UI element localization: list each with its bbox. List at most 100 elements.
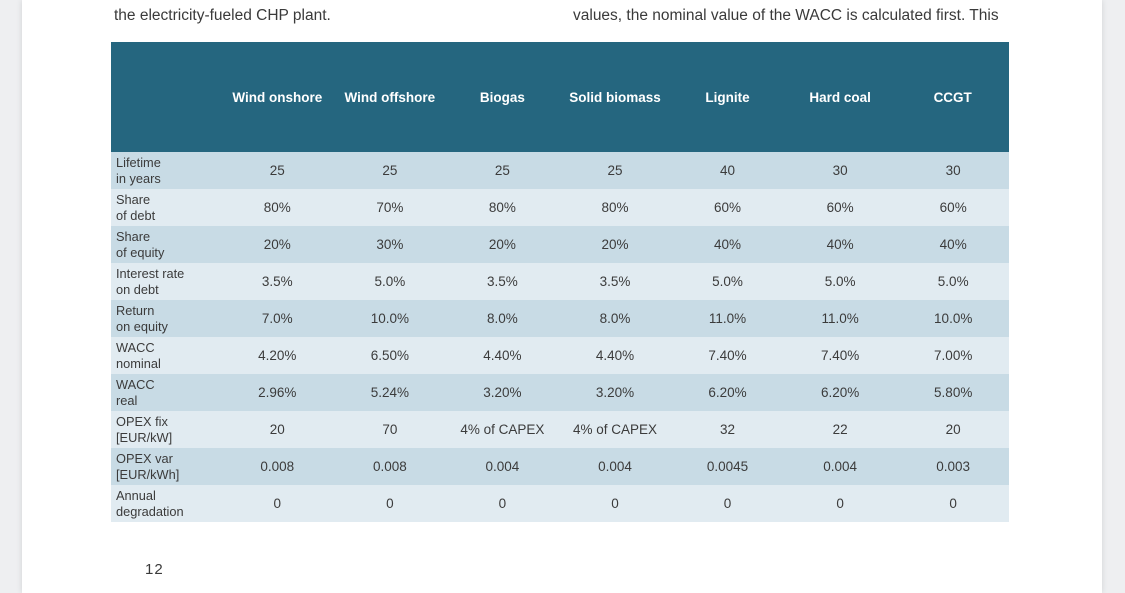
table-cell: 0.003	[896, 448, 1009, 485]
column-header: Hard coal	[783, 42, 897, 152]
table-cell: 5.24%	[333, 374, 447, 411]
table-cell: 32	[671, 411, 784, 448]
row-label-line-2: [EUR/kWh]	[116, 466, 180, 482]
row-label-line-1: Share	[116, 228, 151, 244]
row-label-line-2: of equity	[116, 244, 165, 260]
table-cell: 25	[221, 152, 334, 189]
table-cell: 4.20%	[221, 337, 334, 374]
row-label: Annual degradation	[111, 485, 221, 522]
row-label-line-2: on debt	[116, 281, 159, 297]
table-row: OPEX var [EUR/kWh] 0.008 0.008 0.004 0.004 0.0…	[111, 448, 1009, 485]
table-cell: 5.0%	[671, 263, 784, 300]
table-cell: 0	[221, 485, 334, 522]
table-cell: 8.0%	[446, 300, 559, 337]
table-cell: 6.50%	[333, 337, 447, 374]
table-cell: 40%	[896, 226, 1009, 263]
table-cell: 7.40%	[671, 337, 784, 374]
table-row: Share of debt 80% 70% 80% 80% 60% 60% 60%	[111, 189, 1009, 226]
row-label-line-1: WACC	[116, 376, 155, 392]
row-label-line-1: Interest rate	[116, 265, 185, 281]
table-row: OPEX fix [EUR/kW] 20 70 4% of CAPEX 4% of CAP…	[111, 411, 1009, 448]
table-cell: 8.0%	[558, 300, 672, 337]
table-cell: 0	[558, 485, 672, 522]
row-label: Interest rate on debt	[111, 263, 221, 300]
table-cell: 4.40%	[446, 337, 559, 374]
table-cell: 0	[333, 485, 447, 522]
table-cell: 4% of CAPEX	[446, 411, 559, 448]
column-header: CCGT	[896, 42, 1009, 152]
table-cell: 5.0%	[896, 263, 1009, 300]
row-label: WACC nominal	[111, 337, 221, 374]
table-cell: 5.0%	[333, 263, 447, 300]
row-label: WACC real	[111, 374, 221, 411]
table-row: WACC real 2.96% 5.24% 3.20% 3.20% 6.20% 6.20% 5.…	[111, 374, 1009, 411]
row-label-line-2: degradation	[116, 503, 184, 519]
table-cell: 0.004	[558, 448, 672, 485]
row-label: Share of debt	[111, 189, 221, 226]
row-label-line-2: of debt	[116, 207, 156, 223]
table-cell: 0	[446, 485, 559, 522]
table-cell: 20%	[221, 226, 334, 263]
table-cell: 80%	[446, 189, 559, 226]
row-label-line-2: real	[116, 392, 138, 408]
table-header-corner	[111, 42, 221, 152]
table-cell: 3.5%	[221, 263, 334, 300]
table-cell: 6.20%	[783, 374, 897, 411]
table-cell: 3.20%	[446, 374, 559, 411]
table-cell: 20%	[446, 226, 559, 263]
row-label-line-1: Return	[116, 302, 155, 318]
table-cell: 30%	[333, 226, 447, 263]
table-cell: 22	[783, 411, 897, 448]
table-row: Lifetime in years 25 25 25 25 40 30 30	[111, 152, 1009, 189]
document-page: the electricity-fueled CHP plant. values…	[22, 0, 1102, 593]
text-fragment-left: the electricity-fueled CHP plant.	[114, 7, 331, 24]
text-fragment-right: values, the nominal value of the WACC is…	[573, 7, 999, 24]
row-label-line-1: Share	[116, 191, 151, 207]
table-cell: 0.008	[221, 448, 334, 485]
table-cell: 0.004	[446, 448, 559, 485]
row-label: Return on equity	[111, 300, 221, 337]
table-cell: 2.96%	[221, 374, 334, 411]
table-cell: 6.20%	[671, 374, 784, 411]
table-body: Lifetime in years 25 25 25 25 40 30 30 Share of de…	[111, 152, 1009, 522]
table-row: Share of equity 20% 30% 20% 20% 40% 40% 40%	[111, 226, 1009, 263]
row-label-line-2: [EUR/kW]	[116, 429, 173, 445]
table-cell: 25	[333, 152, 447, 189]
table-cell: 10.0%	[333, 300, 447, 337]
table-cell: 60%	[671, 189, 784, 226]
table-cell: 0	[783, 485, 897, 522]
row-label-line-1: OPEX fix	[116, 413, 168, 429]
row-label-line-2: nominal	[116, 355, 161, 371]
column-header: Wind offshore	[333, 42, 447, 152]
table-cell: 0.0045	[671, 448, 784, 485]
table-cell: 60%	[783, 189, 897, 226]
table-cell: 3.5%	[446, 263, 559, 300]
table-cell: 40%	[783, 226, 897, 263]
table-cell: 20	[221, 411, 334, 448]
table-row: Annual degradation 0 0 0 0 0 0 0	[111, 485, 1009, 522]
table-row: Return on equity 7.0% 10.0% 8.0% 8.0% 11.0% 11.…	[111, 300, 1009, 337]
row-label-line-2: in years	[116, 170, 161, 186]
table-cell: 80%	[558, 189, 672, 226]
row-label-line-1: Annual	[116, 487, 156, 503]
row-label-line-1: Lifetime	[116, 154, 161, 170]
column-header: Solid biomass	[558, 42, 672, 152]
table-cell: 25	[558, 152, 672, 189]
table-cell: 5.80%	[896, 374, 1009, 411]
table-cell: 80%	[221, 189, 334, 226]
table-cell: 70%	[333, 189, 447, 226]
column-header: Biogas	[446, 42, 559, 152]
table-cell: 0.004	[783, 448, 897, 485]
table-row: WACC nominal 4.20% 6.50% 4.40% 4.40% 7.40% 7.40…	[111, 337, 1009, 374]
table-cell: 5.0%	[783, 263, 897, 300]
table-cell: 4.40%	[558, 337, 672, 374]
row-label-line-1: OPEX var	[116, 450, 173, 466]
row-label: OPEX var [EUR/kWh]	[111, 448, 221, 485]
table-cell: 0	[671, 485, 784, 522]
row-label: OPEX fix [EUR/kW]	[111, 411, 221, 448]
table-row: Interest rate on debt 3.5% 5.0% 3.5% 3.5% 5.0%…	[111, 263, 1009, 300]
table-cell: 7.40%	[783, 337, 897, 374]
parameters-table: Wind onshore Wind offshore Biogas Solid …	[111, 42, 1009, 522]
table-cell: 11.0%	[783, 300, 897, 337]
table-cell: 25	[446, 152, 559, 189]
